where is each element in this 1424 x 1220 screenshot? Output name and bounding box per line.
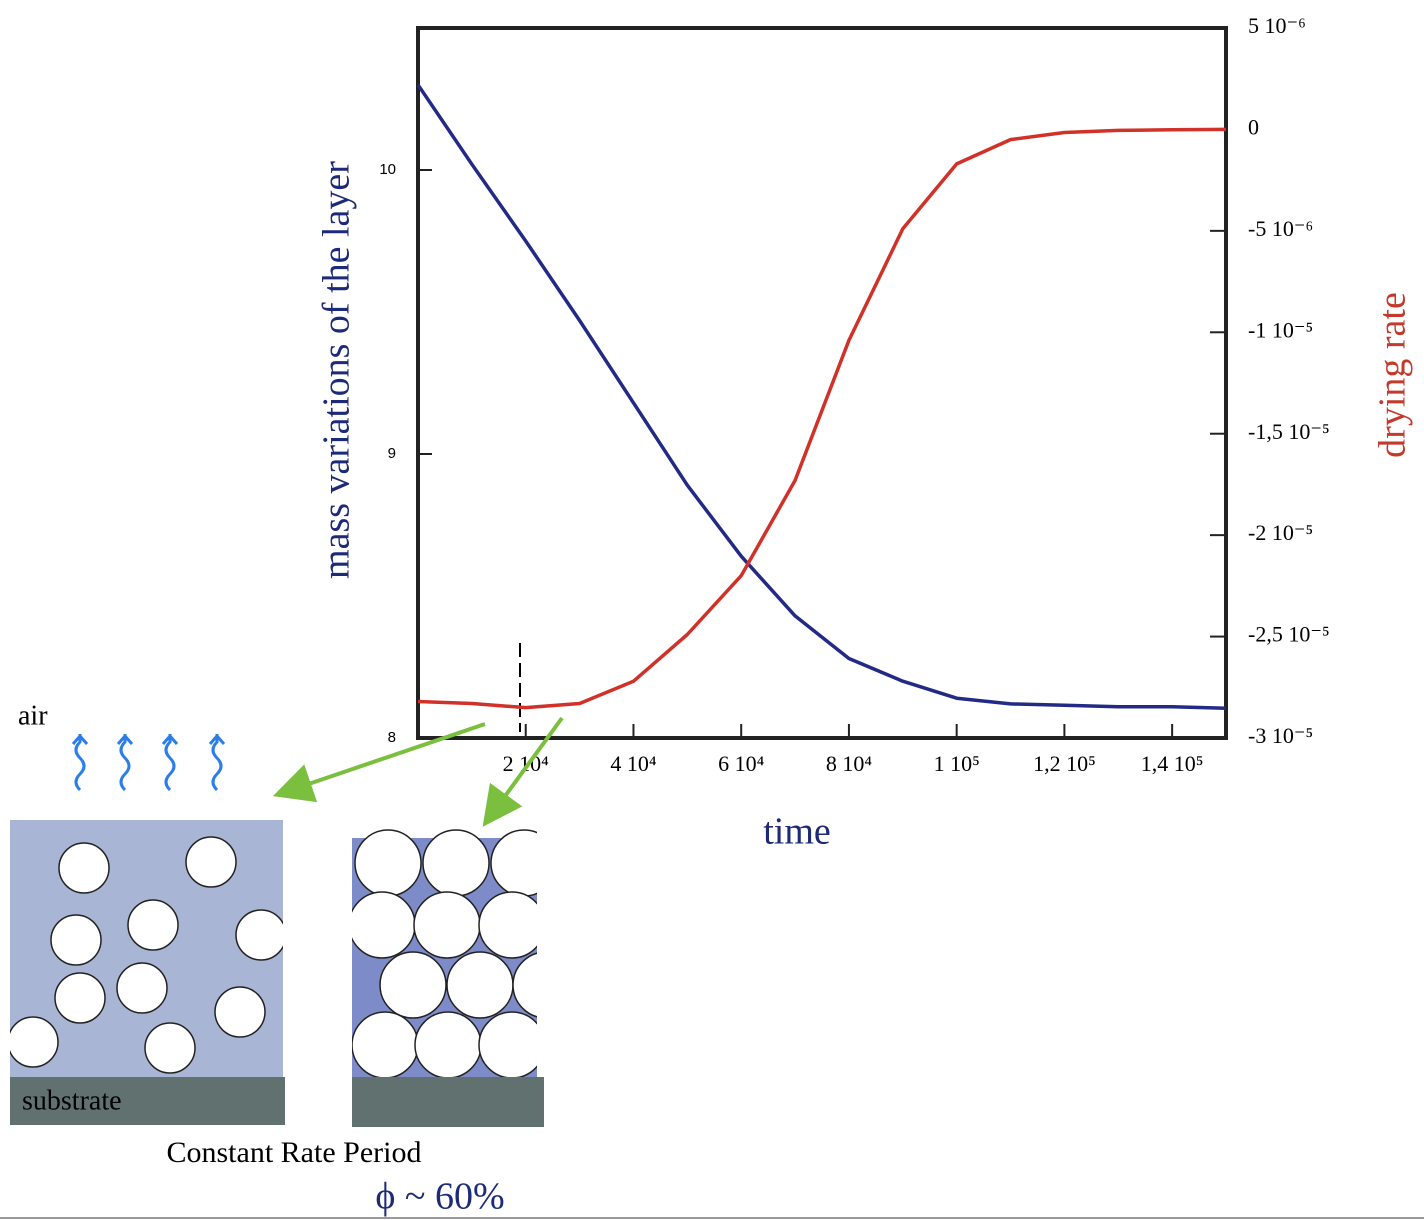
packing-label: ϕ ~ 60%	[375, 1176, 504, 1218]
y2-tick-label: -2,5 10⁻⁵	[1248, 622, 1330, 647]
y2-tick-label: 5 10⁻⁶	[1248, 13, 1306, 38]
page: 2 10⁴ 4 10⁴ 6 10⁴ 8 10⁴ 1 10⁵ 1,2 10⁵ 1,4 10⁵ 8…	[0, 0, 1424, 1220]
x-tick-label: 4 10⁴	[610, 751, 657, 776]
evaporation-arrows	[73, 734, 224, 790]
y2-tick-label: -5 10⁻⁶	[1248, 216, 1313, 241]
x-tick-label: 6 10⁴	[718, 751, 765, 776]
dispersion-panel	[8, 820, 286, 1125]
y2-tick-label: 0	[1248, 114, 1259, 139]
series-line	[418, 85, 1226, 708]
x-tick-label: 8 10⁴	[826, 751, 873, 776]
y-tick-label: 8	[388, 729, 396, 746]
air-label: air	[18, 700, 48, 731]
y-tick-label: 10	[379, 161, 396, 178]
x-tick-label: 1,4 10⁵	[1141, 751, 1204, 776]
packed-panel	[349, 830, 579, 1127]
x-axis-label: time	[763, 811, 831, 853]
y-tick-label: 9	[388, 445, 396, 462]
y2-tick-label: -2 10⁻⁵	[1248, 520, 1313, 545]
x-tick-label: 1,2 10⁵	[1033, 751, 1096, 776]
substrate-label: substrate	[22, 1085, 122, 1116]
arrow	[288, 724, 485, 791]
x-tick-label: 2 10⁴	[503, 751, 550, 776]
y2-tick-label: -1,5 10⁻⁵	[1248, 419, 1330, 444]
caption: Constant Rate Period	[167, 1136, 422, 1169]
y2-axis-label: drying rate	[1372, 292, 1414, 458]
y2-tick-label: -3 10⁻⁵	[1248, 723, 1313, 748]
x-tick-label: 1 10⁵	[934, 751, 980, 776]
series-line	[418, 129, 1226, 707]
y-axis-label: mass variations of the layer	[316, 161, 358, 579]
plot-frame	[418, 28, 1226, 738]
y2-tick-label: -1 10⁻⁵	[1248, 317, 1313, 342]
